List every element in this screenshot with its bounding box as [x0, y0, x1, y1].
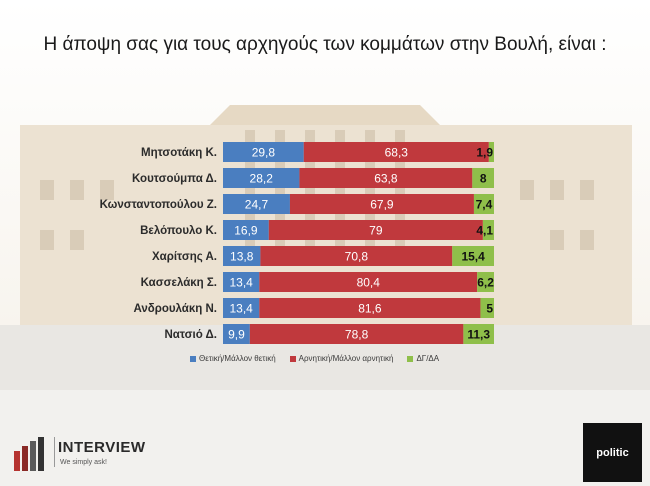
category-label: Νατσιό Δ. — [164, 329, 217, 341]
bar-segment-dk — [488, 142, 494, 162]
category-label: Ανδρουλάκη Ν. — [133, 303, 217, 315]
bar-segment-negative — [259, 298, 481, 318]
data-label-negative: 79 — [369, 224, 383, 238]
chart-title: Η άποψη σας για τους αρχηγούς των κομμάτ… — [43, 34, 607, 55]
category-label: Μητσοτάκη Κ. — [141, 147, 217, 159]
logo-divider — [54, 437, 55, 467]
bar-segment-positive — [223, 142, 304, 162]
politic-logo-text: politic — [596, 446, 629, 459]
data-label-positive: 13,4 — [229, 276, 253, 290]
bar-segment-negative — [249, 324, 464, 344]
bar-segment-dk — [477, 272, 494, 292]
bar-segment-negative — [260, 246, 453, 266]
bar-segment-negative — [268, 220, 483, 240]
interview-logo: INTERVIEW We simply ask! — [14, 437, 174, 477]
bar-segment-negative — [259, 272, 478, 292]
bar-segment-positive — [223, 194, 290, 214]
chart-legend: Θετική/Μάλλον θετική Αρνητική/Μάλλον αρν… — [190, 354, 439, 363]
data-label-positive: 9,9 — [228, 328, 245, 342]
legend-label-positive: Θετική/Μάλλον θετική — [199, 354, 276, 363]
data-label-dk: 7,4 — [476, 198, 493, 212]
bar-segment-dk — [480, 298, 494, 318]
data-label-dk: 8 — [480, 172, 487, 186]
category-label: Κασσελάκη Σ. — [141, 277, 217, 289]
data-label-dk: 5 — [486, 302, 493, 316]
data-label-dk: 6,2 — [477, 276, 494, 290]
bar-segment-negative — [303, 142, 489, 162]
data-label-positive: 29,8 — [252, 146, 276, 160]
legend-item-positive: Θετική/Μάλλον θετική — [190, 354, 276, 363]
category-label: Βελόπουλο Κ. — [140, 225, 217, 237]
data-label-dk: 15,4 — [461, 250, 485, 264]
legend-label-dk: ΔΓ/ΔΑ — [416, 354, 440, 363]
category-label: Κουτσούμπα Δ. — [132, 173, 217, 185]
data-label-negative: 70,8 — [345, 250, 369, 264]
bar-segment-dk — [472, 168, 494, 188]
data-label-negative: 80,4 — [357, 276, 381, 290]
data-label-positive: 16,9 — [234, 224, 258, 238]
data-label-positive: 24,7 — [245, 198, 269, 212]
data-label-negative: 63,8 — [374, 172, 398, 186]
data-label-dk: 4,1 — [476, 224, 493, 238]
interview-logo-mark-icon — [14, 437, 44, 471]
data-label-dk: 11,3 — [467, 328, 490, 342]
category-label: Κωνσταντοπούλου Ζ. — [100, 199, 217, 211]
data-label-dk: 1,9 — [476, 146, 493, 160]
legend-item-negative: Αρνητική/Μάλλον αρνητική — [289, 354, 394, 363]
interview-logo-text: INTERVIEW — [58, 439, 146, 456]
bar-segment-negative — [299, 168, 473, 188]
legend-swatch-dk — [407, 355, 414, 362]
bar-segment-positive — [223, 324, 250, 344]
bar-segment-positive — [223, 298, 260, 318]
legend-swatch-negative — [289, 355, 296, 362]
data-label-negative: 68,3 — [385, 146, 409, 160]
data-label-negative: 67,9 — [370, 198, 394, 212]
bar-segment-dk — [452, 246, 494, 266]
data-label-positive: 28,2 — [250, 172, 274, 186]
bar-segment-positive — [223, 246, 261, 266]
bar-segment-positive — [223, 168, 300, 188]
data-label-negative: 78,8 — [345, 328, 369, 342]
interview-logo-tagline: We simply ask! — [60, 459, 107, 466]
bar-segment-positive — [223, 272, 260, 292]
data-label-positive: 13,8 — [230, 250, 254, 264]
category-label: Χαρίτσης Α. — [152, 251, 217, 263]
politic-logo: politic — [583, 423, 642, 482]
legend-item-dk: ΔΓ/ΔΑ — [407, 354, 439, 363]
bar-segment-positive — [223, 220, 269, 240]
bar-segment-dk — [473, 194, 494, 214]
bar-segment-negative — [289, 194, 474, 214]
legend-label-negative: Αρνητική/Μάλλον αρνητική — [298, 354, 394, 363]
data-label-positive: 13,4 — [229, 302, 253, 316]
bar-segment-dk — [463, 324, 494, 344]
data-label-negative: 81,6 — [358, 302, 382, 316]
bar-segment-dk — [482, 220, 494, 240]
legend-swatch-positive — [190, 355, 196, 362]
